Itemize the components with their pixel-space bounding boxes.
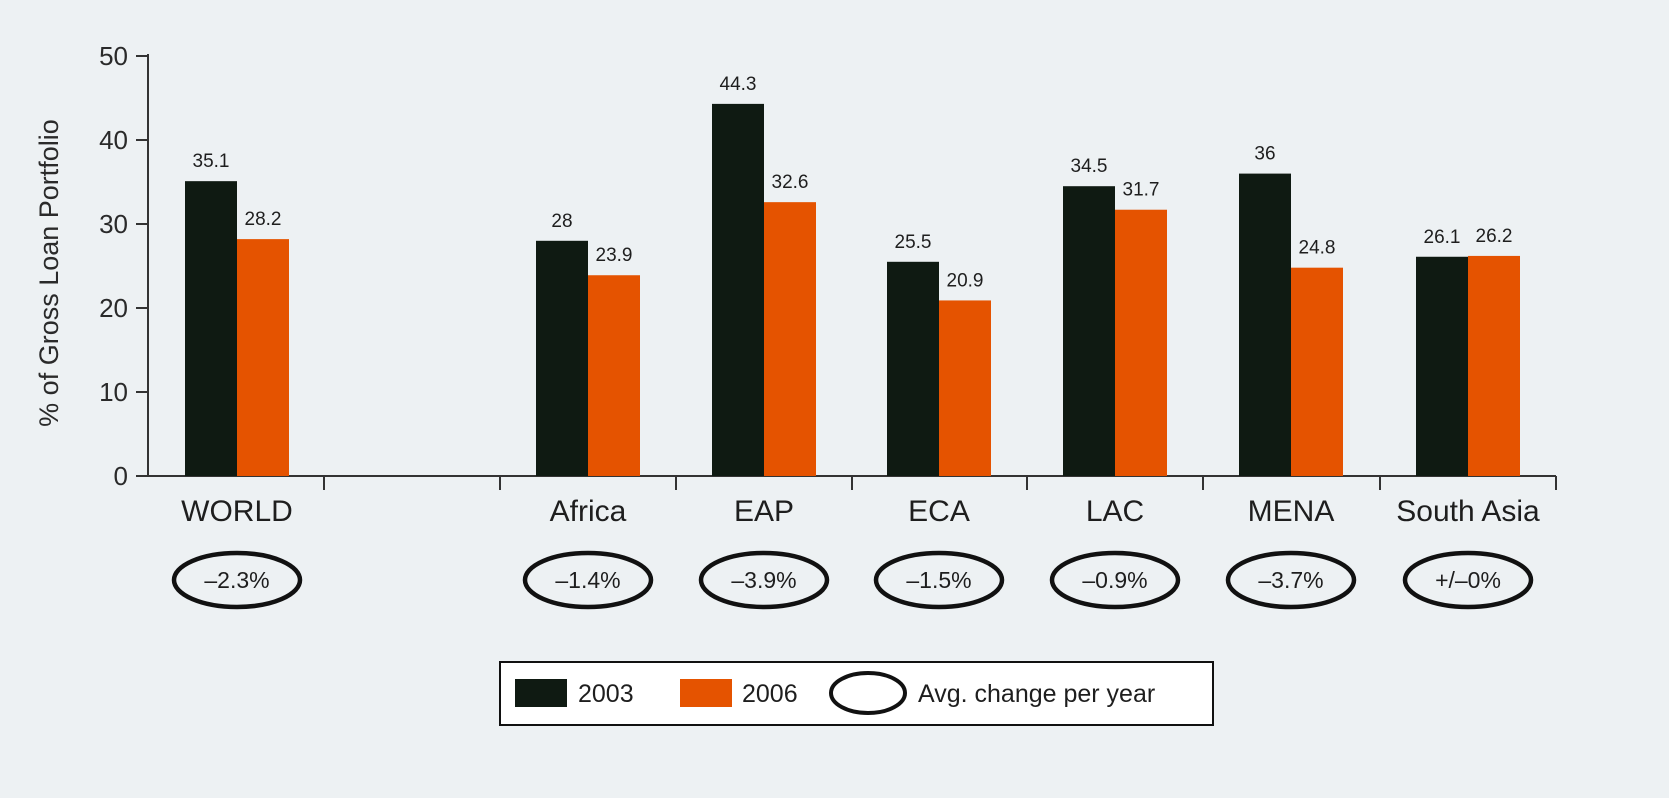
y-tick-label-50: 50 [99,41,128,71]
bar-south-asia-2006 [1468,255,1520,476]
bar-mena-2006 [1291,267,1343,476]
y-axis: 0 10 20 30 40 50 [99,41,149,491]
avg-change-ellipse-6 [1225,550,1357,610]
bar-south-asia-2003 [1416,256,1468,476]
value-label-world-2003: 35.1 [193,151,230,172]
category-label-south-asia: South Asia [1396,495,1540,528]
category-label-lac: LAC [1086,495,1144,528]
bar-world-2006 [237,239,289,476]
legend: 2003 2006 Avg. change per year [499,661,1214,726]
value-label-eca-2006: 20.9 [947,270,984,291]
bar-mena-2003 [1239,173,1291,476]
avg-change-value-2: –1.4% [555,567,620,593]
category-label-eap: EAP [734,495,794,528]
category-label-africa: Africa [550,495,627,528]
legend-swatch-2006 [680,679,732,707]
y-tick-label-40: 40 [99,125,128,155]
value-label-eap-2006: 32.6 [772,172,809,193]
legend-label-2006: 2006 [742,680,798,708]
avg-change-value-3: –3.9% [731,567,796,593]
category-label-eca: ECA [908,495,970,528]
avg-change-ellipse-1 [171,550,303,610]
avg-change-ellipse-2 [522,550,654,610]
category-label-mena: MENA [1248,495,1335,528]
value-label-eca-2003: 25.5 [895,232,932,253]
avg-change-value-7: +/–0% [1435,567,1501,593]
y-tick-label-0: 0 [114,461,128,491]
bar-africa-2003 [536,240,588,476]
avg-change-ellipse-4 [873,550,1005,610]
avg-change-ellipse-3 [698,550,830,610]
value-label-africa-2006: 23.9 [596,245,633,266]
data-labels: 35.1 28.2 28 23.9 44.3 32.6 25.5 20.9 34.5 31.7 36… [193,74,1513,292]
y-tick-label-30: 30 [99,209,128,239]
value-label-mena-2006: 24.8 [1299,238,1336,259]
x-axis [148,475,1557,490]
bar-eap-2006 [764,202,816,476]
legend-ellipse-icon [829,671,907,715]
value-label-eap-2003: 44.3 [720,74,757,95]
bars [185,103,1520,476]
avg-change-value-5: –0.9% [1082,567,1147,593]
avg-change-value-4: –1.5% [906,567,971,593]
bar-africa-2006 [588,275,640,476]
y-axis-title: % of Gross Loan Portfolio [34,119,64,427]
legend-label-avg-change: Avg. change per year [918,680,1155,708]
value-label-lac-2006: 31.7 [1123,180,1160,201]
avg-change-value-6: –3.7% [1258,567,1323,593]
legend-label-2003: 2003 [578,680,634,708]
legend-swatch-2003 [515,679,567,707]
bar-eap-2003 [712,103,764,476]
avg-change-ellipse-7 [1402,550,1534,610]
bar-lac-2003 [1063,186,1115,476]
value-label-south-asia-2003: 26.1 [1424,227,1461,248]
category-label-world: WORLD [181,495,293,528]
value-label-lac-2003: 34.5 [1071,156,1108,177]
bar-lac-2006 [1115,209,1167,476]
value-label-world-2006: 28.2 [245,209,282,230]
avg-change-value-1: –2.3% [204,567,269,593]
y-tick-label-20: 20 [99,293,128,323]
value-label-africa-2003: 28 [551,211,572,232]
category-labels: WORLD Africa EAP ECA LAC MENA South Asia [181,495,1540,528]
value-label-mena-2003: 36 [1254,144,1275,165]
avg-change-ellipse-5 [1049,550,1181,610]
y-tick-label-10: 10 [99,377,128,407]
bar-world-2003 [185,181,237,476]
bar-eca-2003 [887,261,939,476]
value-label-south-asia-2006: 26.2 [1476,226,1513,247]
bar-eca-2006 [939,300,991,476]
avg-change-badges: –2.3% –1.4% –3.9% –1.5% –0.9% –3.7% +/–0% [171,550,1534,610]
